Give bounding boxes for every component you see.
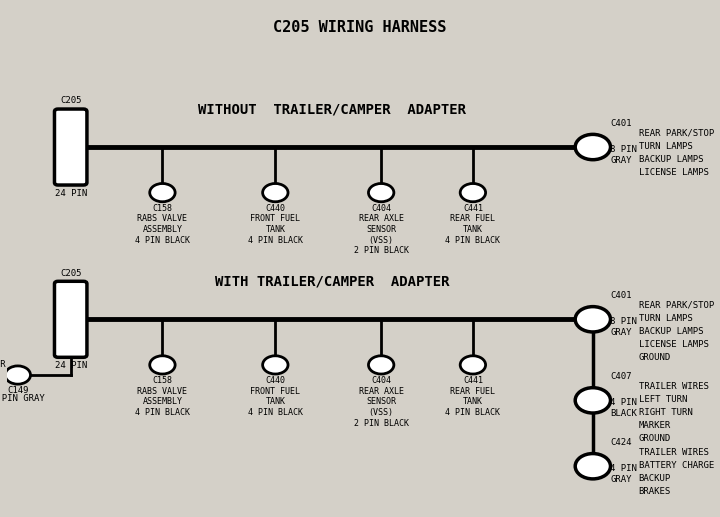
Text: C158: C158 [153, 376, 172, 385]
Text: SENSOR: SENSOR [366, 398, 396, 406]
Text: LICENSE LAMPS: LICENSE LAMPS [639, 340, 708, 349]
Text: BRAKES: BRAKES [639, 487, 671, 496]
Text: TRAILER WIRES: TRAILER WIRES [639, 382, 708, 391]
Circle shape [150, 184, 175, 202]
Text: C407: C407 [611, 372, 632, 381]
Text: BLACK: BLACK [611, 409, 637, 418]
Text: C424: C424 [611, 438, 632, 447]
Text: TANK: TANK [463, 398, 483, 406]
Text: REAR AXLE: REAR AXLE [359, 215, 404, 223]
Text: C205: C205 [60, 97, 81, 105]
Text: 4 PIN BLACK: 4 PIN BLACK [135, 408, 190, 417]
Text: MARKER: MARKER [639, 421, 671, 430]
Text: C205: C205 [60, 269, 81, 278]
Text: TANK: TANK [266, 225, 285, 234]
Text: 24 PIN: 24 PIN [55, 189, 87, 197]
Text: 4 PIN BLACK: 4 PIN BLACK [446, 236, 500, 245]
Text: RABS VALVE: RABS VALVE [138, 215, 187, 223]
Circle shape [575, 388, 611, 413]
Text: 2 PIN BLACK: 2 PIN BLACK [354, 246, 409, 255]
Text: BACKUP LAMPS: BACKUP LAMPS [639, 155, 703, 164]
Text: C404: C404 [372, 376, 391, 385]
Text: TURN LAMPS: TURN LAMPS [639, 142, 693, 150]
Text: 4 PIN GRAY: 4 PIN GRAY [0, 394, 45, 403]
Text: REAR PARK/STOP: REAR PARK/STOP [639, 300, 714, 310]
Text: (VSS): (VSS) [369, 408, 394, 417]
Text: WITHOUT  TRAILER/CAMPER  ADAPTER: WITHOUT TRAILER/CAMPER ADAPTER [198, 102, 466, 116]
Text: C441: C441 [463, 376, 483, 385]
Circle shape [575, 453, 611, 479]
Text: C149: C149 [7, 386, 29, 395]
Text: RABS VALVE: RABS VALVE [138, 387, 187, 396]
Text: GRAY: GRAY [611, 156, 632, 165]
Text: REAR FUEL: REAR FUEL [451, 387, 495, 396]
Circle shape [5, 366, 30, 384]
Text: SENSOR: SENSOR [366, 225, 396, 234]
Circle shape [575, 134, 611, 160]
Text: 4 PIN: 4 PIN [611, 464, 637, 473]
Text: 4 PIN BLACK: 4 PIN BLACK [446, 408, 500, 417]
Text: RIGHT TURN: RIGHT TURN [639, 408, 693, 417]
Circle shape [460, 356, 485, 374]
Text: TANK: TANK [463, 225, 483, 234]
Text: C440: C440 [266, 204, 285, 213]
Circle shape [263, 356, 288, 374]
Text: 8 PIN: 8 PIN [611, 145, 637, 154]
Text: 2 PIN BLACK: 2 PIN BLACK [354, 419, 409, 428]
Circle shape [150, 356, 175, 374]
Text: BATTERY CHARGE: BATTERY CHARGE [639, 461, 714, 470]
Text: TURN LAMPS: TURN LAMPS [639, 314, 693, 323]
Text: 24 PIN: 24 PIN [55, 361, 87, 370]
Circle shape [369, 184, 394, 202]
Text: TRAILER WIRES: TRAILER WIRES [639, 448, 708, 457]
Text: ASSEMBLY: ASSEMBLY [143, 398, 182, 406]
Circle shape [460, 184, 485, 202]
Text: LEFT TURN: LEFT TURN [639, 395, 687, 404]
Circle shape [575, 307, 611, 332]
Text: TRAILER: TRAILER [0, 360, 6, 369]
FancyBboxPatch shape [55, 281, 87, 357]
Text: 4 PIN BLACK: 4 PIN BLACK [248, 236, 303, 245]
Text: 4 PIN BLACK: 4 PIN BLACK [135, 236, 190, 245]
Text: C440: C440 [266, 376, 285, 385]
Text: C158: C158 [153, 204, 172, 213]
Text: 4 PIN: 4 PIN [611, 398, 637, 407]
Text: REAR FUEL: REAR FUEL [451, 215, 495, 223]
Text: BACKUP: BACKUP [639, 474, 671, 483]
Text: LICENSE LAMPS: LICENSE LAMPS [639, 168, 708, 177]
Text: GRAY: GRAY [611, 475, 632, 484]
Text: FRONT FUEL: FRONT FUEL [251, 215, 300, 223]
Text: GRAY: GRAY [611, 328, 632, 337]
Circle shape [369, 356, 394, 374]
Text: REAR AXLE: REAR AXLE [359, 387, 404, 396]
Text: C205 WIRING HARNESS: C205 WIRING HARNESS [274, 20, 446, 35]
Text: C404: C404 [372, 204, 391, 213]
Text: C401: C401 [611, 291, 632, 300]
Text: (VSS): (VSS) [369, 236, 394, 245]
Text: 8 PIN: 8 PIN [611, 317, 637, 326]
Text: GROUND: GROUND [639, 434, 671, 444]
FancyBboxPatch shape [55, 109, 87, 185]
Text: C401: C401 [611, 119, 632, 128]
Text: 4 PIN BLACK: 4 PIN BLACK [248, 408, 303, 417]
Text: TANK: TANK [266, 398, 285, 406]
Text: REAR PARK/STOP: REAR PARK/STOP [639, 128, 714, 138]
Text: WITH TRAILER/CAMPER  ADAPTER: WITH TRAILER/CAMPER ADAPTER [215, 275, 449, 288]
Text: BACKUP LAMPS: BACKUP LAMPS [639, 327, 703, 336]
Text: GROUND: GROUND [639, 353, 671, 362]
Text: ASSEMBLY: ASSEMBLY [143, 225, 182, 234]
Text: FRONT FUEL: FRONT FUEL [251, 387, 300, 396]
Text: C441: C441 [463, 204, 483, 213]
Circle shape [263, 184, 288, 202]
